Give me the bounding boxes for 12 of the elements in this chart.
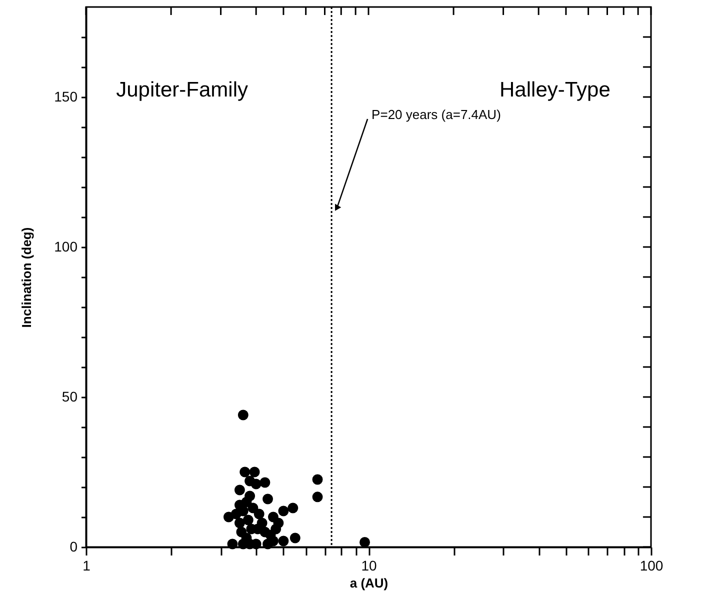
x-tick-label: 1 [82,558,91,574]
x-tick-label: 10 [361,558,377,574]
y-tick-label: 50 [62,388,78,404]
y-tick-label: 0 [70,538,78,554]
annotation: Halley-Type [500,78,610,102]
x-axis-title: a (AU) [350,576,388,590]
annotation: Jupiter-Family [116,78,248,102]
ref-line-label: P=20 years (a=7.4AU) [372,107,501,122]
x-tick-label: 100 [640,558,664,574]
y-axis-title: Inclination (deg) [19,227,34,328]
y-tick-label: 150 [54,88,78,104]
y-tick-label: 100 [54,238,78,254]
